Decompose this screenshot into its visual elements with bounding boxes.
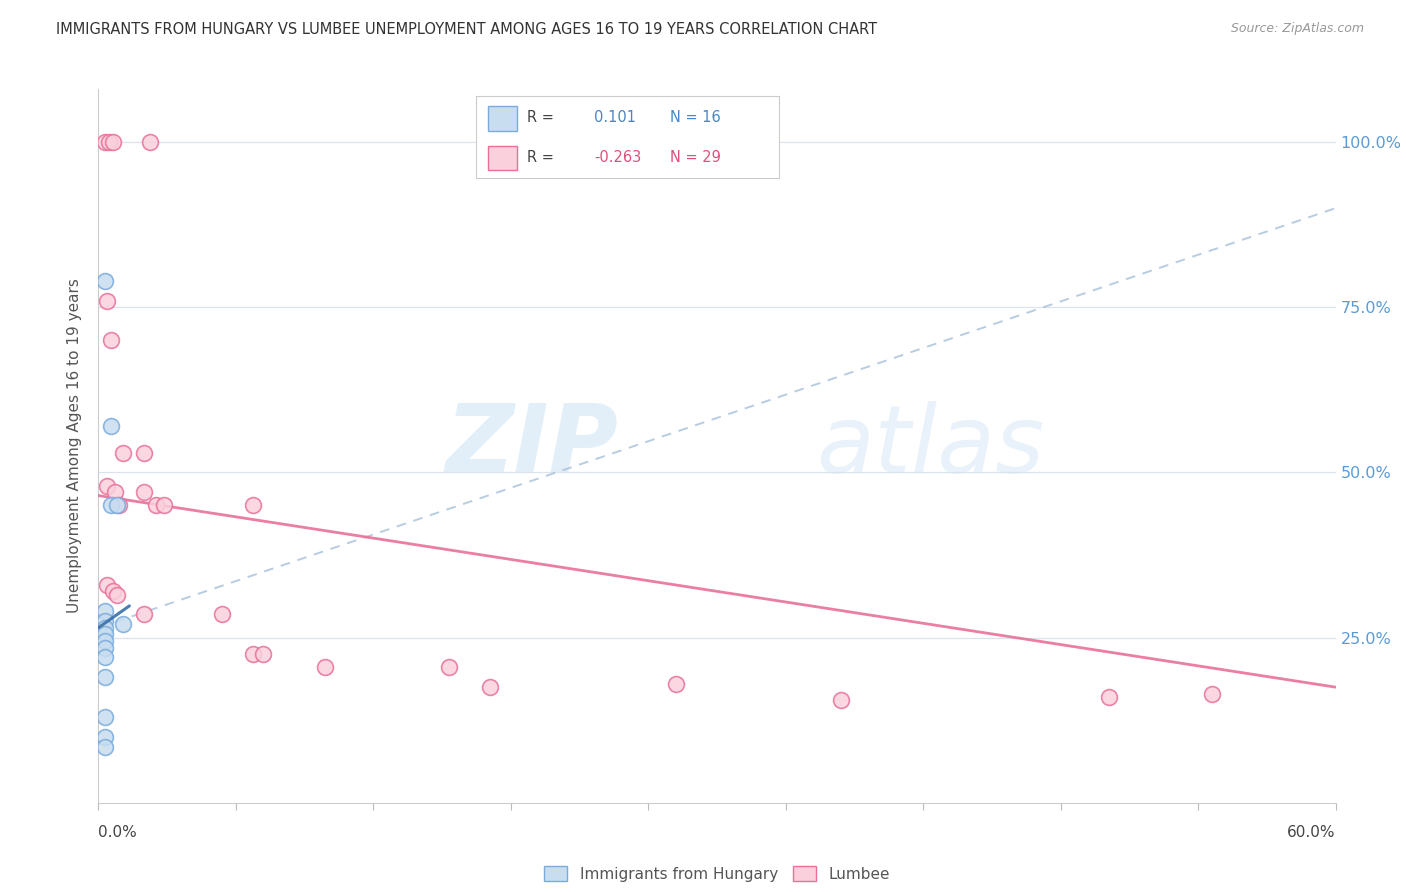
Point <box>132 607 155 622</box>
Point <box>101 584 124 599</box>
Y-axis label: Unemployment Among Ages 16 to 19 years: Unemployment Among Ages 16 to 19 years <box>67 278 83 614</box>
Point <box>100 419 122 434</box>
Point <box>132 445 155 459</box>
Point <box>139 135 162 149</box>
Point <box>93 730 115 744</box>
Text: 60.0%: 60.0% <box>1288 825 1336 840</box>
Point <box>153 499 176 513</box>
Point <box>242 647 264 661</box>
Point <box>93 710 115 724</box>
Point <box>93 634 115 648</box>
Point <box>665 677 688 691</box>
Point <box>242 499 264 513</box>
Point <box>145 499 167 513</box>
Point <box>1098 690 1121 704</box>
Point <box>96 578 118 592</box>
Point <box>479 680 502 694</box>
Point <box>93 604 115 618</box>
Text: ZIP: ZIP <box>446 400 619 492</box>
Point <box>108 499 131 513</box>
Point <box>93 135 115 149</box>
Point <box>96 478 118 492</box>
Point <box>93 670 115 684</box>
Point <box>1201 687 1223 701</box>
Point <box>93 640 115 655</box>
Point <box>100 333 122 347</box>
Point <box>96 293 118 308</box>
Point <box>93 621 115 635</box>
Point <box>112 445 135 459</box>
Point <box>97 135 120 149</box>
Point <box>314 660 336 674</box>
Text: atlas: atlas <box>815 401 1045 491</box>
Point <box>93 650 115 665</box>
Point <box>105 588 128 602</box>
Point <box>112 617 135 632</box>
Text: Source: ZipAtlas.com: Source: ZipAtlas.com <box>1230 22 1364 36</box>
Text: IMMIGRANTS FROM HUNGARY VS LUMBEE UNEMPLOYMENT AMONG AGES 16 TO 19 YEARS CORRELA: IMMIGRANTS FROM HUNGARY VS LUMBEE UNEMPL… <box>56 22 877 37</box>
Point <box>104 485 127 500</box>
Legend: Immigrants from Hungary, Lumbee: Immigrants from Hungary, Lumbee <box>538 860 896 888</box>
Point <box>93 274 115 288</box>
Point <box>211 607 233 622</box>
Point <box>105 499 128 513</box>
Point <box>252 647 274 661</box>
Point <box>830 693 852 707</box>
Point <box>100 499 122 513</box>
Point <box>93 627 115 641</box>
Point <box>93 614 115 628</box>
Point <box>437 660 460 674</box>
Point <box>132 485 155 500</box>
Point <box>101 135 124 149</box>
Point <box>93 739 115 754</box>
Text: 0.0%: 0.0% <box>98 825 138 840</box>
